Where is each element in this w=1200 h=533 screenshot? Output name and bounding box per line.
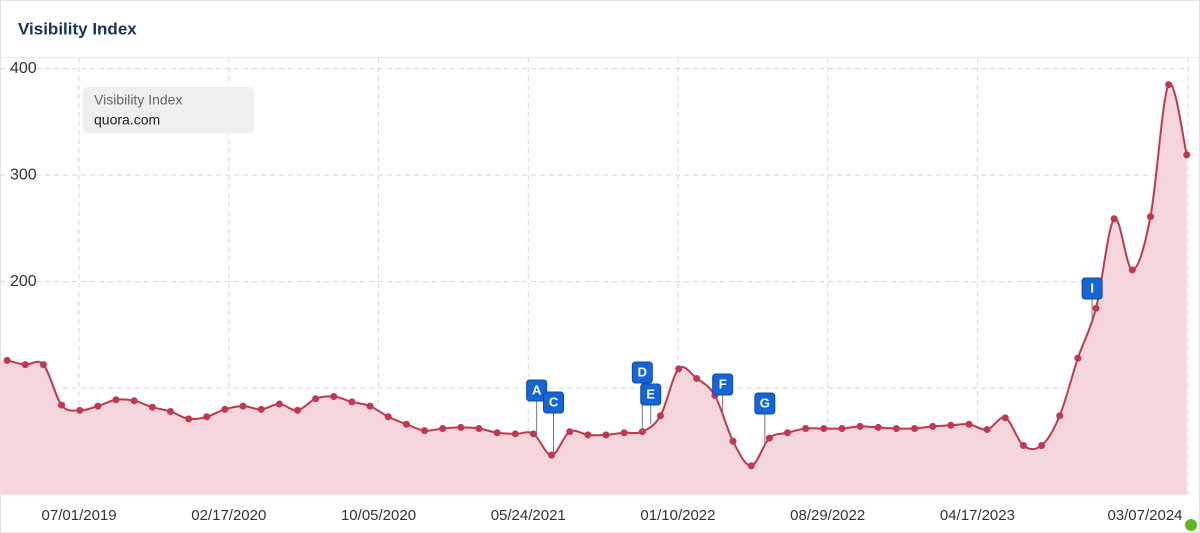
- point: [1146, 213, 1154, 221]
- point: [765, 434, 773, 442]
- point: [112, 396, 120, 404]
- x-tick-label: 02/17/2020: [191, 507, 266, 524]
- annotation-label: A: [532, 382, 542, 397]
- point: [675, 365, 683, 373]
- chart-title: Visibility Index: [18, 19, 137, 38]
- point: [348, 398, 356, 406]
- point: [58, 401, 66, 409]
- point: [185, 415, 193, 423]
- annotation-label: G: [760, 395, 770, 410]
- x-tick-label: 03/07/2024: [1107, 507, 1182, 524]
- y-tick-label: 400: [10, 60, 37, 77]
- x-tick-label: 07/01/2019: [42, 507, 117, 524]
- point: [892, 424, 900, 432]
- point: [1110, 215, 1118, 223]
- point: [366, 402, 374, 410]
- point: [983, 426, 991, 434]
- legend-title: Visibility Index: [94, 92, 182, 108]
- point: [239, 402, 247, 410]
- point: [1001, 414, 1009, 422]
- point: [620, 429, 628, 437]
- y-tick-label: 300: [10, 166, 37, 183]
- point: [1038, 442, 1046, 450]
- annotation-pin: [754, 392, 776, 415]
- point: [947, 421, 955, 429]
- status-dot: [1185, 519, 1197, 531]
- annotation-label: C: [549, 394, 559, 409]
- point: [566, 428, 574, 436]
- point: [838, 424, 846, 432]
- point: [874, 423, 882, 431]
- area: [0, 83, 1187, 495]
- annotation-label: I: [1090, 280, 1094, 295]
- point: [148, 403, 156, 411]
- annotation-pin: [631, 361, 653, 384]
- point: [294, 406, 301, 414]
- point: [965, 420, 973, 428]
- point: [911, 424, 919, 432]
- annotation-pin: [543, 391, 565, 414]
- point: [784, 429, 791, 437]
- point: [257, 405, 265, 413]
- point: [1128, 266, 1136, 274]
- point: [384, 413, 392, 421]
- point: [656, 412, 664, 420]
- point: [166, 407, 174, 415]
- annotation-label: E: [646, 386, 655, 401]
- point: [1056, 412, 1064, 420]
- annotation-pin: [526, 379, 548, 402]
- point: [1165, 81, 1173, 89]
- x-tick-label: 05/24/2021: [491, 507, 566, 524]
- point: [602, 431, 610, 439]
- x-tick-label: 08/29/2022: [790, 507, 865, 524]
- point: [1092, 304, 1100, 312]
- legend-entry: quora.com: [94, 112, 160, 128]
- point: [421, 427, 429, 435]
- point: [929, 422, 937, 430]
- x-tick-label: 10/05/2020: [341, 507, 416, 524]
- point: [493, 429, 501, 437]
- annotation-pin: [712, 373, 734, 396]
- point: [729, 437, 737, 445]
- point: [21, 361, 29, 369]
- annotation-pin: [640, 383, 662, 406]
- annotation-pin: [1081, 277, 1103, 300]
- y-tick-label: 200: [10, 273, 37, 290]
- point: [203, 413, 211, 421]
- point: [94, 402, 102, 410]
- point: [475, 424, 483, 432]
- point: [1074, 354, 1082, 362]
- point: [548, 451, 556, 459]
- point: [439, 424, 447, 432]
- plot: 10020030040007/01/201902/17/202010/05/20…: [0, 58, 1191, 524]
- point: [457, 423, 465, 431]
- x-tick-label: 04/17/2023: [940, 507, 1015, 524]
- x-tick-label: 01/10/2022: [640, 507, 715, 524]
- point: [584, 431, 592, 439]
- point: [820, 424, 828, 432]
- point: [402, 420, 410, 428]
- point: [275, 400, 283, 408]
- point: [76, 406, 84, 414]
- point: [312, 395, 320, 403]
- point: [693, 374, 701, 382]
- point: [856, 422, 864, 430]
- annotation-label: F: [719, 376, 727, 391]
- point: [747, 462, 755, 470]
- point: [3, 356, 11, 364]
- point: [529, 430, 537, 438]
- point: [1183, 151, 1191, 159]
- annotation-label: D: [638, 364, 647, 379]
- point: [221, 405, 229, 413]
- point: [130, 397, 138, 405]
- point: [802, 424, 810, 432]
- legend-box: [83, 87, 254, 133]
- point: [330, 393, 338, 401]
- point: [511, 430, 519, 438]
- point: [1019, 442, 1027, 450]
- point: [39, 361, 47, 369]
